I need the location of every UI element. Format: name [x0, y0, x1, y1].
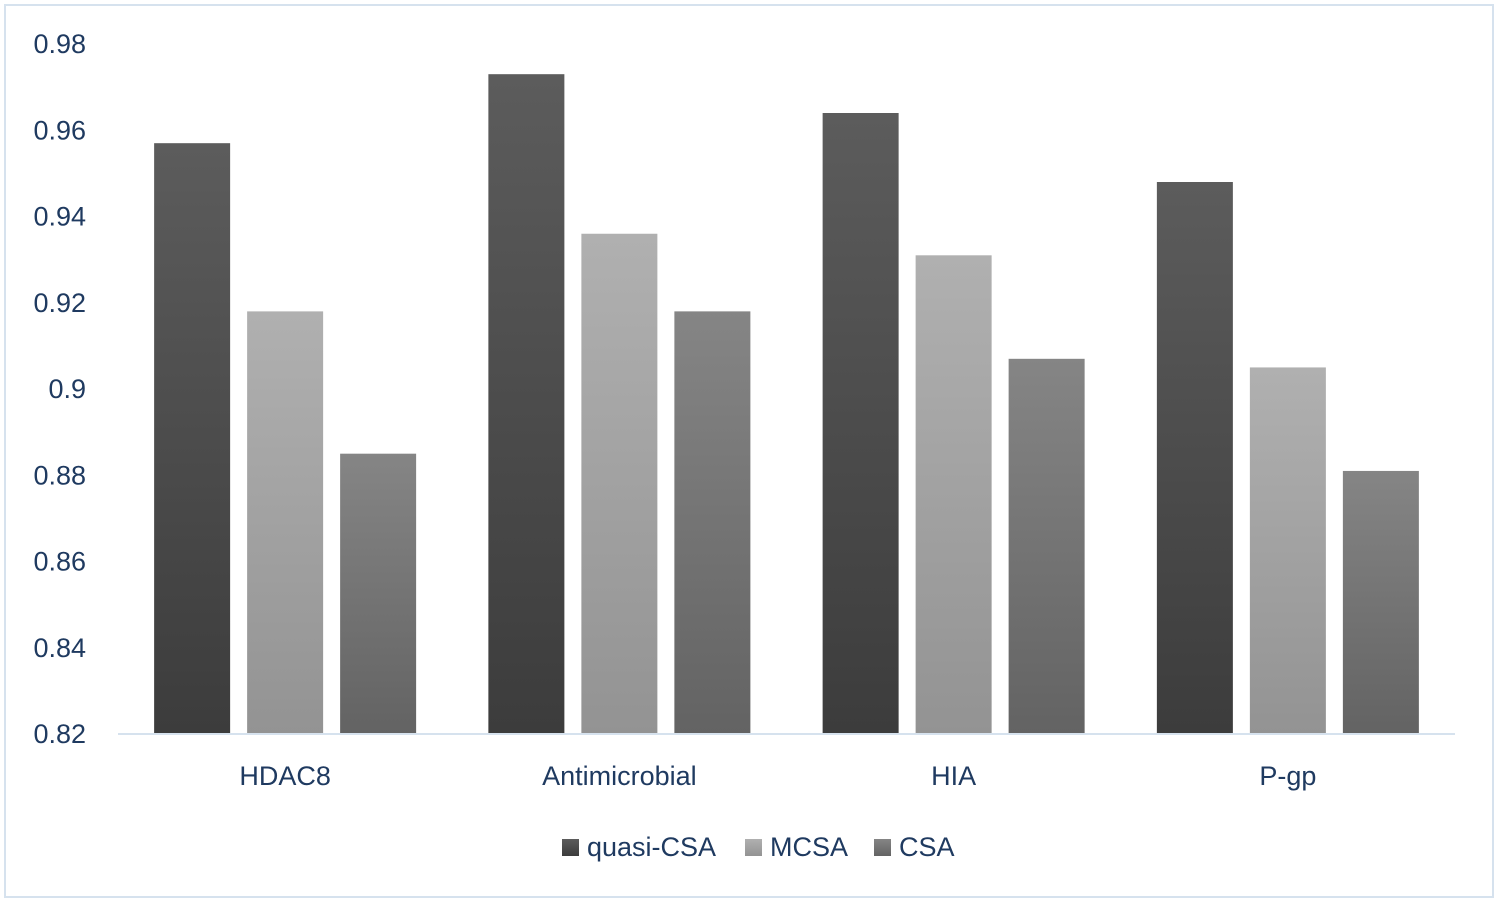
x-tick-label: HDAC8	[239, 761, 331, 791]
x-tick-label: Antimicrobial	[542, 761, 697, 791]
legend-swatch	[745, 839, 762, 856]
y-tick-label: 0.82	[33, 719, 86, 749]
y-tick-label: 0.84	[33, 633, 86, 663]
legend-swatch	[874, 839, 891, 856]
bar-mcsa-antimicrobial	[581, 233, 658, 734]
y-tick-label: 0.96	[33, 115, 86, 145]
legend-label: MCSA	[770, 832, 848, 862]
y-tick-label: 0.86	[33, 547, 86, 577]
bar-quasi-csa-hdac8	[154, 143, 231, 734]
bar-csa-antimicrobial	[674, 311, 751, 734]
bar-quasi-csa-p-gp	[1156, 182, 1233, 734]
y-tick-label: 0.88	[33, 460, 86, 490]
bars	[154, 74, 1419, 734]
legend-label: CSA	[899, 832, 955, 862]
bar-quasi-csa-hia	[822, 113, 899, 734]
bar-csa-hdac8	[340, 453, 417, 734]
bar-csa-hia	[1008, 358, 1085, 734]
bar-mcsa-hia	[915, 255, 992, 734]
legend: quasi-CSA MCSA CSA	[562, 832, 955, 862]
y-tick-label: 0.94	[33, 202, 86, 232]
x-tick-label: HIA	[931, 761, 976, 791]
x-axis-labels: HDAC8 Antimicrobial HIA P-gp	[239, 761, 1316, 791]
bar-mcsa-hdac8	[247, 311, 324, 734]
legend-swatch	[562, 839, 579, 856]
bar-quasi-csa-antimicrobial	[488, 74, 565, 734]
legend-label: quasi-CSA	[587, 832, 716, 862]
y-tick-label: 0.9	[48, 374, 86, 404]
y-tick-label: 0.98	[33, 29, 86, 59]
x-tick-label: P-gp	[1259, 761, 1316, 791]
y-tick-label: 0.92	[33, 288, 86, 318]
bar-csa-p-gp	[1342, 470, 1419, 734]
y-axis-ticks: 0.82 0.84 0.86 0.88 0.9 0.92 0.94 0.96 0.98	[33, 29, 86, 749]
bar-mcsa-p-gp	[1249, 367, 1326, 734]
